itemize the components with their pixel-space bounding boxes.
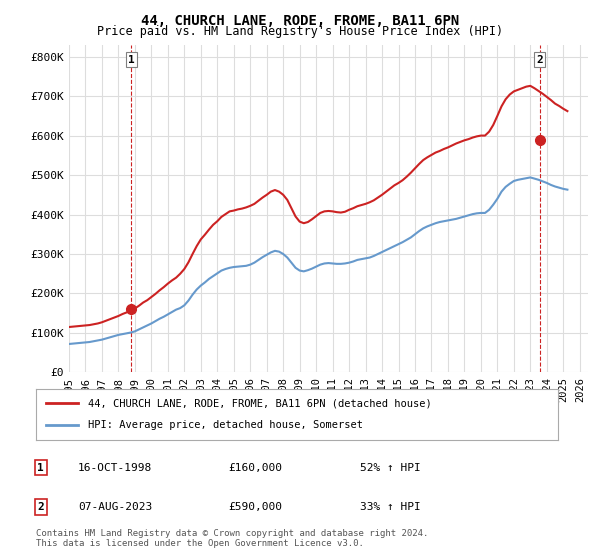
Text: 44, CHURCH LANE, RODE, FROME, BA11 6PN: 44, CHURCH LANE, RODE, FROME, BA11 6PN xyxy=(141,14,459,28)
Text: 1: 1 xyxy=(37,463,44,473)
Text: 2: 2 xyxy=(37,502,44,512)
Text: 33% ↑ HPI: 33% ↑ HPI xyxy=(360,502,421,512)
Text: 52% ↑ HPI: 52% ↑ HPI xyxy=(360,463,421,473)
Text: 07-AUG-2023: 07-AUG-2023 xyxy=(78,502,152,512)
Text: £160,000: £160,000 xyxy=(228,463,282,473)
Text: 1: 1 xyxy=(128,55,135,64)
Text: Contains HM Land Registry data © Crown copyright and database right 2024.
This d: Contains HM Land Registry data © Crown c… xyxy=(36,529,428,548)
Text: 16-OCT-1998: 16-OCT-1998 xyxy=(78,463,152,473)
Text: HPI: Average price, detached house, Somerset: HPI: Average price, detached house, Some… xyxy=(88,421,363,431)
Text: 2: 2 xyxy=(536,55,543,64)
Text: Price paid vs. HM Land Registry's House Price Index (HPI): Price paid vs. HM Land Registry's House … xyxy=(97,25,503,38)
Text: 44, CHURCH LANE, RODE, FROME, BA11 6PN (detached house): 44, CHURCH LANE, RODE, FROME, BA11 6PN (… xyxy=(88,398,432,408)
Text: £590,000: £590,000 xyxy=(228,502,282,512)
